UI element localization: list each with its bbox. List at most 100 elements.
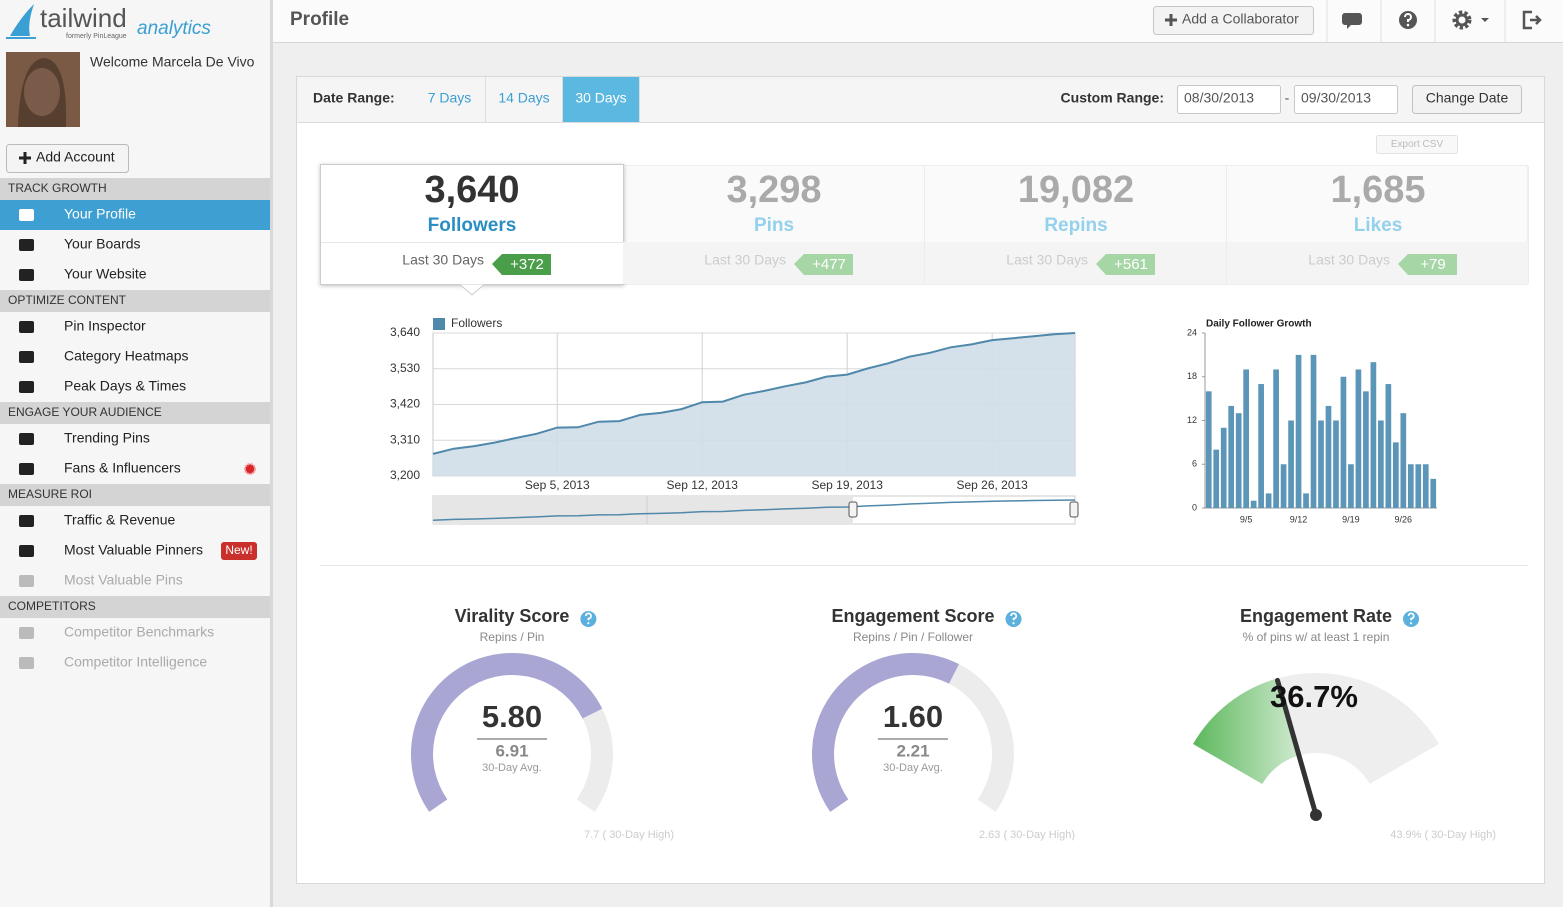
page-title: Profile	[290, 9, 349, 30]
help-icon	[1404, 13, 1412, 22]
date-range-label: Date Range:	[313, 90, 395, 106]
nav-active	[0, 200, 270, 230]
help-icon	[1406, 23, 1410, 27]
nav-icon	[19, 545, 34, 557]
stat-card[interactable]: 19,082 Repins Last 30 Days +561	[925, 166, 1227, 284]
date-tab[interactable]: 7 Days	[414, 77, 486, 122]
stat-card-lower	[1227, 242, 1528, 284]
nav-item[interactable]: Your Profile	[0, 200, 270, 230]
nav-label: Your Profile	[64, 206, 136, 222]
gauge-high: 43.9% ( 30-Day High)	[1390, 829, 1496, 841]
bar	[1355, 369, 1362, 508]
nav-label: Your Boards	[64, 236, 141, 252]
nav-item[interactable]: Competitor Intelligence	[19, 654, 207, 670]
stat-sep	[1528, 166, 1529, 284]
stat-change-bg	[1096, 254, 1155, 275]
bar	[1273, 369, 1279, 508]
x-tick-label: Sep 12, 2013	[667, 478, 739, 492]
chat-icon	[1342, 13, 1362, 29]
export-button[interactable]	[1376, 135, 1458, 154]
nav-item[interactable]: Your Website	[19, 266, 147, 282]
date-tab[interactable]: 14 Days	[486, 77, 563, 122]
gauge-avg-note: 30-Day Avg.	[883, 762, 943, 774]
y-tick-label: 3,310	[390, 432, 420, 446]
nav-icon	[19, 381, 34, 393]
navigator-line	[432, 499, 1076, 522]
date-tabs: 7 Days 14 Days 30 Days	[414, 77, 640, 122]
date-tab[interactable]: 30 Days	[563, 77, 640, 122]
collaborator-label: Add a Collaborator	[1182, 11, 1299, 27]
help-icon[interactable]	[1399, 11, 1417, 29]
badge	[221, 542, 257, 560]
alert-icon	[244, 463, 256, 475]
logo-mark	[10, 4, 34, 36]
stat-pointer	[459, 284, 485, 296]
gauge-title: Engagement Rate	[1240, 606, 1392, 626]
stat-card[interactable]: 3,298 Pins Last 30 Days +477	[623, 166, 925, 284]
settings-icon[interactable]	[1452, 10, 1489, 30]
sidebar	[0, 0, 270, 907]
date-input[interactable]	[1294, 85, 1398, 114]
help-icon	[1012, 622, 1015, 625]
change-date-button[interactable]	[1412, 85, 1522, 114]
nav-item[interactable]: Trending Pins	[19, 430, 150, 446]
gauge-subtitle: Repins / Pin / Follower	[853, 630, 973, 644]
nav-item[interactable]: Pin Inspector	[19, 318, 146, 334]
brand-product: analytics	[137, 18, 211, 39]
y-tick-label: 24	[1187, 327, 1197, 337]
y-tick-label: 3,530	[390, 361, 420, 375]
brand-name: tailwind	[40, 3, 127, 33]
bar	[1348, 464, 1354, 508]
stat-sep	[924, 166, 925, 284]
date-tab-label: 30 Days	[575, 90, 626, 106]
gauge-value: 36.7%	[1270, 679, 1358, 714]
gear-icon	[1452, 10, 1472, 30]
y-tick-label: 3,200	[390, 468, 420, 482]
nav-item[interactable]: Peak Days & Times	[19, 378, 186, 394]
bar	[1295, 354, 1302, 508]
stat-card[interactable]: 1,685 Likes Last 30 Days +79	[1227, 166, 1529, 284]
help-icon	[587, 622, 590, 625]
navigator-handle[interactable]	[848, 501, 858, 518]
gauge-avg: 2.21	[896, 741, 929, 760]
help-icon	[1010, 612, 1018, 621]
date-input[interactable]	[1177, 85, 1281, 114]
gauge-value: 5.80	[482, 699, 542, 734]
chat-icon[interactable]	[1342, 13, 1362, 29]
divider	[320, 565, 1528, 566]
nav-item[interactable]: Most Valuable Pins	[19, 572, 183, 588]
nav-item[interactable]: Most Valuable Pinners New!	[19, 542, 257, 560]
gauge-avg: 6.91	[495, 741, 528, 760]
stat-period: Last 30 Days	[704, 252, 786, 268]
bar	[1407, 464, 1414, 508]
nav-icon	[19, 575, 34, 587]
navigator-handle[interactable]	[1069, 501, 1079, 518]
stat-card-lower	[321, 242, 623, 243]
nav-item[interactable]: Traffic & Revenue	[19, 512, 175, 528]
nav-icon	[19, 463, 34, 475]
add-account-label: Add Account	[36, 149, 115, 165]
nav-icon	[19, 351, 34, 363]
nav-item[interactable]: Your Boards	[19, 236, 141, 252]
collaborator-button[interactable]	[1153, 6, 1314, 35]
date-tab-border	[639, 77, 640, 122]
nav-label: Peak Days & Times	[64, 378, 186, 394]
nav-item[interactable]: Competitor Benchmarks	[19, 624, 214, 640]
add-account-button[interactable]	[6, 144, 129, 173]
custom-range-label: Custom Range:	[1061, 90, 1164, 106]
nav-item[interactable]: Fans & Influencers	[19, 460, 256, 476]
nav-item[interactable]: Category Heatmaps	[19, 348, 189, 364]
stat-period: Last 30 Days	[402, 252, 484, 268]
logout-icon[interactable]	[1522, 10, 1542, 30]
stat-change: +79	[1420, 256, 1445, 273]
stat-card[interactable]: 3,640 Followers Last 30 Days +372	[320, 164, 624, 296]
stat-value: 3,298	[726, 169, 821, 211]
range-separator: -	[1285, 90, 1290, 106]
y-tick-label: 12	[1187, 415, 1197, 425]
nav-section	[0, 402, 270, 424]
bar	[1363, 391, 1369, 508]
date-tab-label: 14 Days	[498, 90, 549, 106]
top-bar-border	[273, 42, 1563, 43]
date-tab-bg	[414, 77, 485, 122]
stat-label: Repins	[1044, 215, 1107, 236]
